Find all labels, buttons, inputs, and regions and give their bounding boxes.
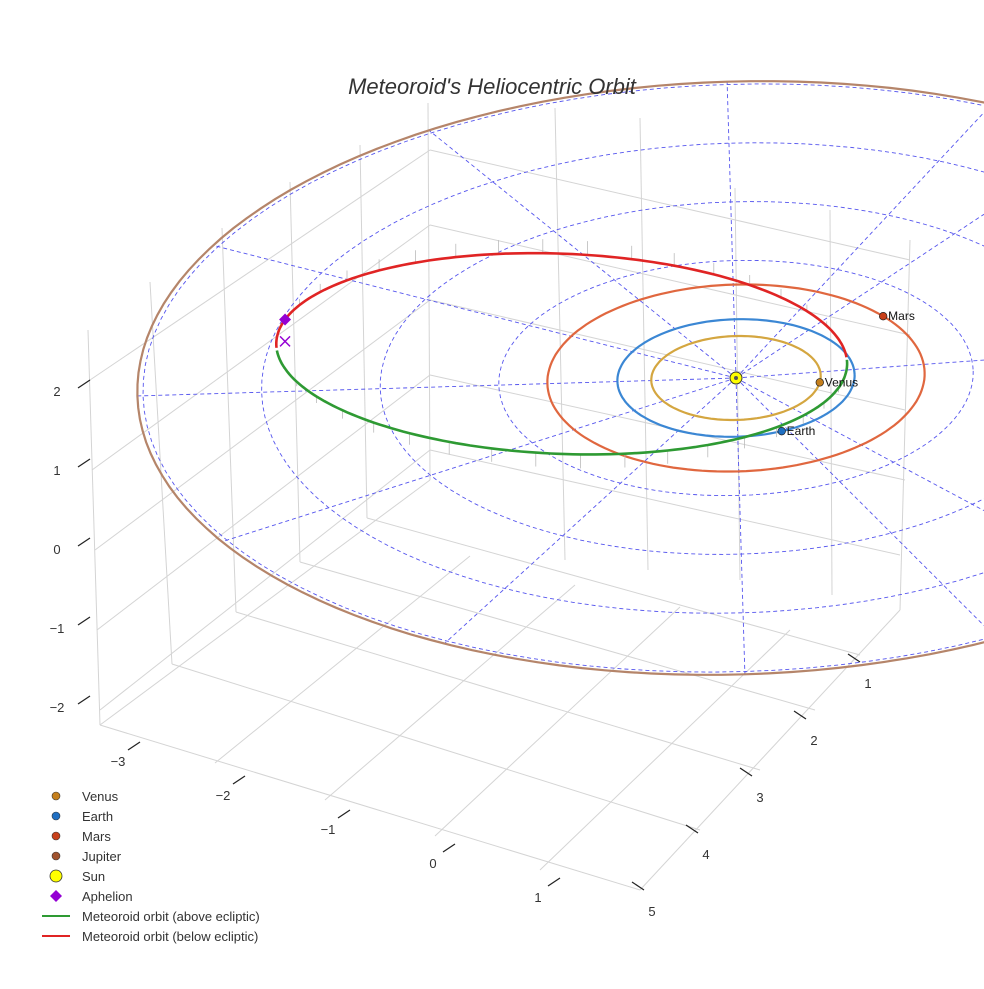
z-tick-mark — [77, 695, 91, 705]
jupiter-orbit — [136, 80, 984, 676]
ecliptic-spoke — [444, 377, 737, 644]
venus-label: Venus — [825, 375, 858, 389]
planet-orbits — [136, 80, 984, 676]
meteoroid-orbit — [275, 251, 849, 456]
z-tick-label: 1 — [53, 463, 60, 478]
y-tick-label: 4 — [702, 847, 709, 862]
ecliptic-spoke — [735, 377, 984, 512]
ecliptic-spoke — [137, 377, 737, 397]
legend-item-meteoroid-orbit-above-ecliptic-[interactable]: Meteoroid orbit (above ecliptic) — [38, 906, 260, 926]
y-tick-label: 2 — [810, 733, 817, 748]
y-tick-label: 3 — [756, 790, 763, 805]
sun-core — [734, 376, 738, 380]
z-tick-label: −2 — [50, 700, 65, 715]
legend-symbol — [38, 806, 74, 826]
y-tick-mark — [631, 881, 645, 891]
legend-item-earth[interactable]: Earth — [38, 806, 260, 826]
ecliptic-spoke — [221, 377, 737, 543]
x-tick-label: −1 — [321, 822, 336, 837]
z-tick-label: 2 — [53, 384, 60, 399]
z-tick-label: −1 — [50, 621, 65, 636]
ecliptic-grid — [137, 81, 984, 675]
earth-label: Earth — [787, 424, 816, 438]
axis-panes — [87, 102, 911, 891]
ecliptic-ring-4 — [261, 142, 984, 614]
legend-item-jupiter[interactable]: Jupiter — [38, 846, 260, 866]
ecliptic-spoke — [213, 244, 737, 379]
legend-label: Jupiter — [82, 848, 122, 864]
legend-item-sun[interactable]: Sun — [38, 866, 260, 886]
meteoroid-orbit-above — [275, 350, 849, 456]
meteoroid-droplines — [276, 239, 847, 469]
legend-label: Mars — [82, 828, 111, 844]
venus-orbit — [650, 334, 822, 422]
venus-marker — [815, 378, 824, 387]
legend-label: Aphelion — [82, 888, 133, 904]
legend-symbol — [38, 866, 74, 886]
mars-marker — [879, 312, 888, 321]
legend-item-mars[interactable]: Mars — [38, 826, 260, 846]
x-tick-mark — [547, 877, 561, 887]
z-axis-ticks: −2 −1 0 1 2 — [50, 379, 91, 715]
legend-label: Meteoroid orbit (below ecliptic) — [82, 928, 259, 944]
bodies: Venus Earth Mars — [279, 309, 915, 438]
legend-symbol — [38, 786, 74, 806]
legend-item-aphelion[interactable]: Aphelion — [38, 886, 260, 906]
y-tick-mark — [685, 824, 699, 834]
legend-label: Meteoroid orbit (above ecliptic) — [82, 908, 260, 924]
z-tick-label: 0 — [53, 542, 60, 557]
earth-marker — [777, 427, 786, 436]
x-tick-mark — [442, 843, 456, 853]
x-tick-mark — [337, 809, 351, 819]
y-tick-mark — [847, 653, 861, 663]
ecliptic-spoke — [726, 81, 737, 379]
chart-title: Meteoroid's Heliocentric Orbit — [348, 74, 636, 99]
x-tick-label: 0 — [429, 856, 436, 871]
legend-symbol — [38, 906, 74, 926]
aphelion-projection — [279, 335, 291, 347]
ecliptic-spoke — [735, 213, 984, 379]
y-tick-mark — [793, 710, 807, 720]
y-tick-label: 5 — [648, 904, 655, 919]
ecliptic-spoke — [735, 112, 984, 379]
ecliptic-spoke — [735, 359, 984, 379]
meteoroid-orbit-below — [275, 251, 848, 358]
z-tick-mark — [77, 537, 91, 547]
y-axis-ticks: 1 2 3 4 5 — [631, 653, 872, 919]
legend-symbol — [38, 886, 74, 906]
y-tick-label: 1 — [864, 676, 871, 691]
z-tick-mark — [77, 616, 91, 626]
x-axis-ticks: −3 −2 −1 0 1 — [111, 741, 561, 905]
x-tick-mark — [232, 775, 246, 785]
legend-label: Earth — [82, 808, 114, 824]
x-tick-mark — [127, 741, 141, 751]
y-tick-mark — [739, 767, 753, 777]
legend-item-venus[interactable]: Venus — [38, 786, 260, 806]
ecliptic-spoke — [735, 377, 746, 675]
z-tick-mark — [77, 458, 91, 468]
legend-item-meteoroid-orbit-below-ecliptic-[interactable]: Meteoroid orbit (below ecliptic) — [38, 926, 260, 946]
legend-label: Venus — [82, 788, 119, 804]
mars-orbit — [546, 283, 926, 473]
legend: Venus Earth Mars Jupiter Sun Aphelion Meteoroi… — [38, 786, 260, 946]
earth-orbit — [616, 318, 856, 438]
ecliptic-spoke — [735, 377, 984, 626]
legend-label: Sun — [82, 868, 106, 884]
legend-symbol — [38, 926, 74, 946]
x-tick-label: −3 — [111, 754, 126, 769]
legend-symbol — [38, 846, 74, 866]
mars-label: Mars — [888, 309, 915, 323]
aphelion-marker — [279, 313, 292, 326]
z-tick-mark — [77, 379, 91, 389]
legend-symbol — [38, 826, 74, 846]
x-tick-label: −2 — [216, 788, 231, 803]
x-tick-label: 1 — [534, 890, 541, 905]
